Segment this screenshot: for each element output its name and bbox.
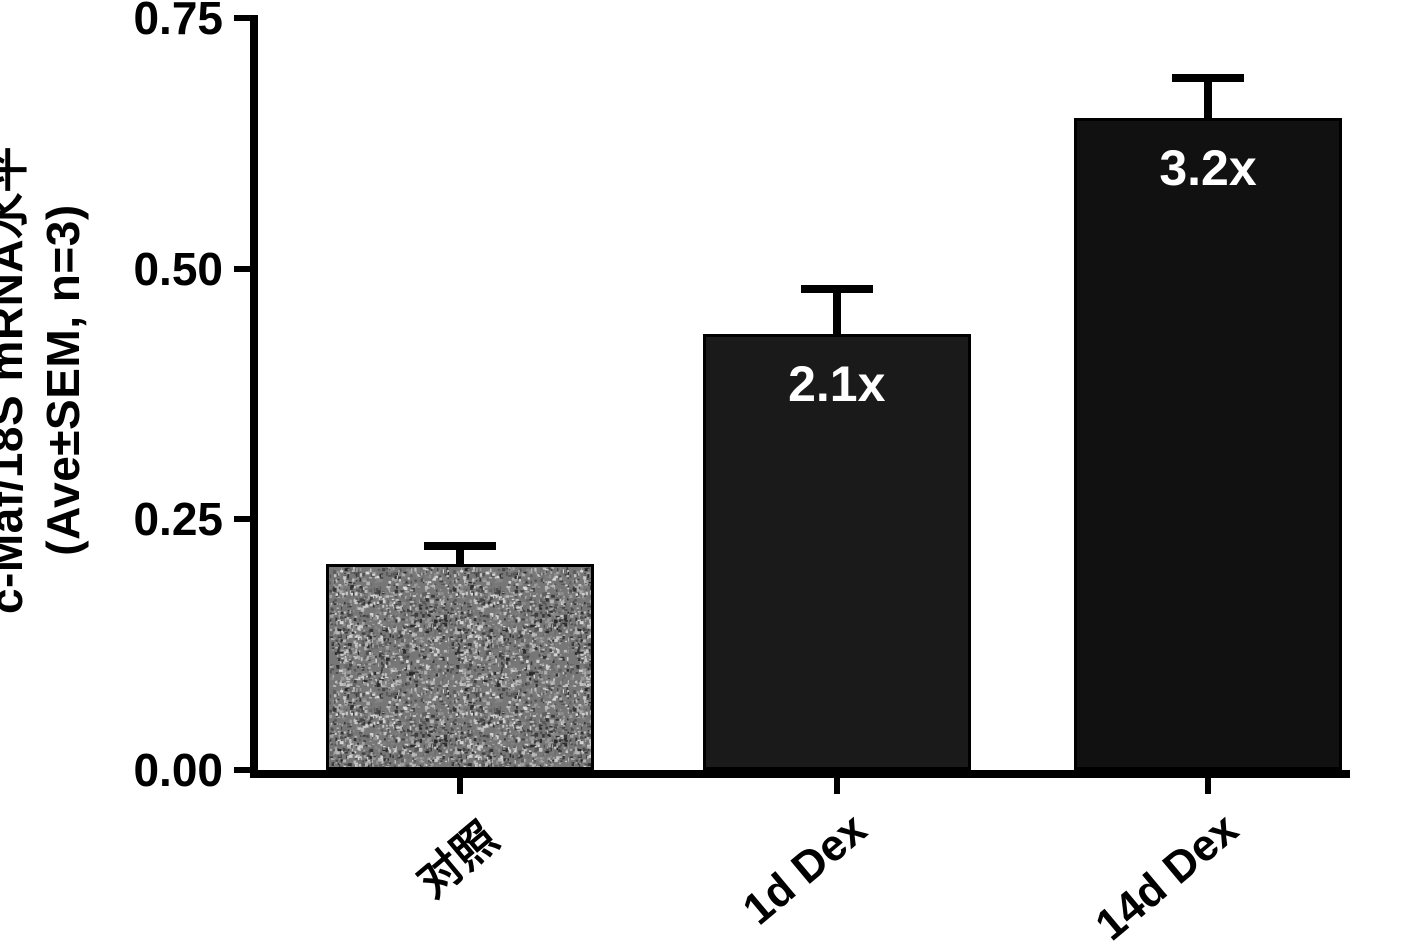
y-axis-title-line2: (Ave±SEM, n=3) bbox=[36, 146, 90, 614]
y-tick bbox=[234, 767, 258, 773]
y-tick-label: 0.25 bbox=[108, 492, 223, 546]
x-axis-label: 14d Dex bbox=[1087, 804, 1248, 951]
bar: 3.2x bbox=[1074, 118, 1342, 770]
y-tick-label: 0.75 bbox=[108, 0, 223, 45]
x-axis-label: 1d Dex bbox=[734, 804, 877, 935]
bar: 2.1x bbox=[703, 334, 971, 770]
error-bar-cap bbox=[1172, 74, 1244, 82]
bar-chart: c-Maf/18S mRNA水平 (Ave±SEM, n=3) 2.1x 3.2x… bbox=[0, 0, 1406, 949]
y-tick bbox=[234, 516, 258, 522]
error-bar-cap bbox=[801, 285, 873, 293]
error-bar-stem bbox=[833, 289, 841, 334]
bar bbox=[326, 564, 594, 770]
y-tick bbox=[234, 266, 258, 272]
y-axis-title-line1: c-Maf/18S mRNA水平 bbox=[0, 146, 36, 614]
x-tick bbox=[834, 770, 840, 794]
x-tick bbox=[1205, 770, 1211, 794]
y-tick-label: 0.50 bbox=[108, 242, 223, 296]
y-tick bbox=[234, 15, 258, 21]
x-tick bbox=[457, 770, 463, 794]
bars-container: 2.1x 3.2x bbox=[258, 18, 1350, 770]
plot-area: 2.1x3.2x 0.000.250.500.75对照1d Dex14d Dex bbox=[250, 18, 1350, 778]
y-tick-label: 0.00 bbox=[108, 743, 223, 797]
error-bar-cap bbox=[424, 542, 496, 550]
bar-value-label: 2.1x bbox=[706, 355, 968, 413]
bar-value-label: 3.2x bbox=[1077, 139, 1339, 197]
y-axis-title: c-Maf/18S mRNA水平 (Ave±SEM, n=3) bbox=[0, 146, 90, 614]
x-axis-label: 对照 bbox=[401, 804, 510, 910]
error-bar-stem bbox=[1204, 78, 1212, 118]
